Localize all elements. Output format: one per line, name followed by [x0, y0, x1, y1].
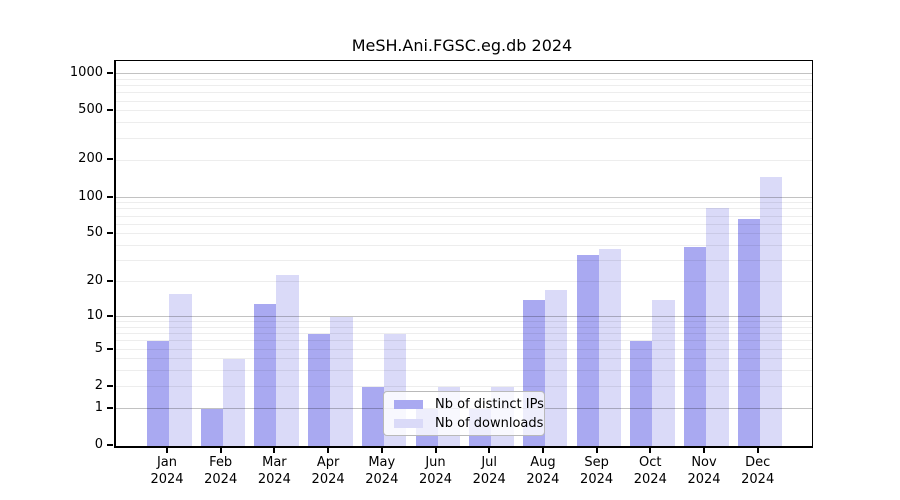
- y-axis-tick-mark: [107, 406, 113, 409]
- x-axis-tick-mark: [434, 447, 437, 453]
- x-axis-tick-label: Jan 2024: [150, 455, 184, 487]
- y-axis-tick-label: 2: [94, 377, 103, 393]
- legend-swatch-ips-icon: [394, 399, 423, 409]
- y-axis-tick-label: 200: [78, 151, 103, 167]
- x-axis-tick-mark: [541, 447, 544, 453]
- legend-row-distinct-ips: Nb of distinct IPs: [384, 397, 544, 412]
- y-axis-tick-label: 500: [78, 102, 103, 118]
- x-axis-tick-mark: [273, 447, 276, 453]
- x-axis-tick-label: Aug 2024: [526, 455, 560, 487]
- x-axis-tick-label: May 2024: [365, 455, 399, 487]
- y-axis-tick-mark: [107, 444, 113, 446]
- bars-layer: [116, 61, 812, 446]
- y-axis-tick-mark: [107, 72, 113, 75]
- y-axis-tick-label: 1: [94, 399, 103, 415]
- bar-distinct-ips: [737, 218, 761, 446]
- plot-area: Nb of distinct IPs Nb of downloads: [114, 60, 813, 448]
- bar-downloads: [598, 248, 622, 446]
- x-axis-tick-mark: [595, 447, 598, 453]
- x-axis-tick-label: Jun 2024: [418, 455, 453, 487]
- x-axis-tick-mark: [219, 447, 222, 453]
- y-axis-tick-label: 10: [86, 307, 103, 323]
- bar-distinct-ips: [630, 341, 653, 446]
- y-axis-tick-label: 0: [94, 437, 103, 452]
- y-axis-tick-mark: [107, 158, 113, 161]
- y-axis-tick-label: 5: [94, 340, 103, 356]
- x-axis-tick-mark: [703, 447, 705, 453]
- bar-distinct-ips: [361, 386, 385, 446]
- y-axis-tick-label: 1000: [69, 65, 103, 81]
- bar-distinct-ips: [200, 408, 224, 446]
- x-axis-tick-mark: [649, 447, 652, 453]
- legend-label-distinct-ips: Nb of distinct IPs: [435, 396, 544, 412]
- bar-downloads: [169, 293, 192, 446]
- y-axis-tick-label: 50: [86, 225, 103, 241]
- x-axis-tick-label: Mar 2024: [257, 455, 291, 487]
- bar-downloads: [652, 300, 675, 446]
- y-axis-tick-label: 100: [78, 188, 103, 204]
- chart-title: MeSH.Ani.FGSC.eg.db 2024: [351, 36, 573, 55]
- bar-downloads: [276, 274, 299, 446]
- bar-distinct-ips: [684, 247, 707, 446]
- legend-label-downloads: Nb of downloads: [435, 415, 544, 431]
- y-axis-tick-mark: [107, 347, 113, 350]
- x-axis-tick-mark: [756, 447, 759, 453]
- legend-swatch-downloads-icon: [394, 418, 423, 428]
- y-axis-tick-mark: [107, 232, 113, 235]
- x-axis-tick-mark: [327, 447, 330, 453]
- x-axis-tick-label: Apr 2024: [311, 455, 345, 487]
- bar-downloads: [222, 359, 246, 446]
- bar-downloads: [706, 207, 729, 446]
- legend-row-downloads: Nb of downloads: [384, 416, 544, 431]
- x-axis-tick-label: Sep 2024: [580, 455, 614, 487]
- x-axis-tick-label: Oct 2024: [633, 455, 667, 487]
- x-axis-tick-mark: [380, 447, 383, 453]
- y-axis-tick-mark: [107, 384, 113, 387]
- y-axis-tick-mark: [107, 195, 113, 198]
- bar-downloads: [544, 290, 568, 446]
- bar-distinct-ips: [147, 341, 170, 446]
- x-axis-tick-label: Nov 2024: [687, 455, 721, 487]
- y-axis-tick-label: 20: [86, 273, 103, 289]
- x-axis-tick-label: Feb 2024: [204, 455, 238, 487]
- y-axis-tick-mark: [107, 109, 113, 112]
- bar-downloads: [759, 177, 783, 446]
- y-axis-tick-mark: [107, 314, 113, 317]
- bar-distinct-ips: [254, 303, 277, 446]
- x-axis-tick-label: Dec 2024: [741, 455, 775, 487]
- x-axis-tick-mark: [166, 447, 168, 453]
- legend: Nb of distinct IPs Nb of downloads: [383, 391, 545, 436]
- x-axis-tick-label: Jul 2024: [472, 455, 506, 487]
- bar-distinct-ips: [576, 254, 600, 446]
- bar-distinct-ips: [308, 334, 331, 446]
- bar-downloads: [330, 316, 353, 446]
- x-axis-tick-mark: [488, 447, 491, 453]
- y-axis-tick-mark: [107, 280, 113, 283]
